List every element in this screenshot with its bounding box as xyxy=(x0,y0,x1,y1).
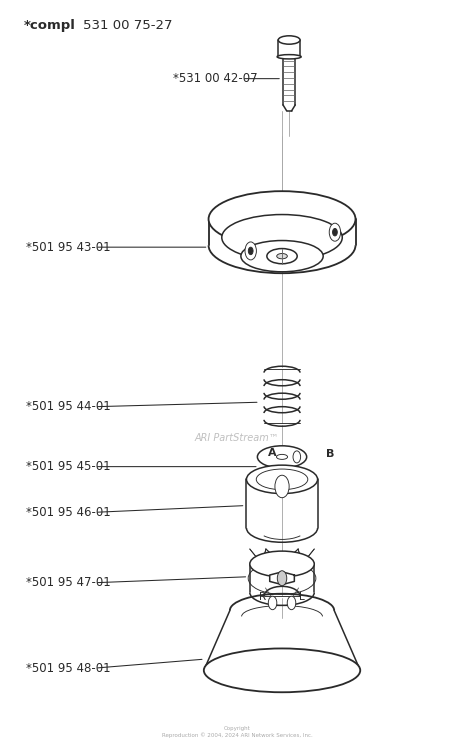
Ellipse shape xyxy=(256,469,308,490)
Text: ARI PartStream™: ARI PartStream™ xyxy=(195,433,279,443)
Ellipse shape xyxy=(257,446,307,468)
Text: B: B xyxy=(326,449,334,459)
Text: *compl: *compl xyxy=(24,19,75,31)
Circle shape xyxy=(275,475,289,497)
Text: *501 95 44-01: *501 95 44-01 xyxy=(26,400,111,413)
Ellipse shape xyxy=(250,551,314,577)
Ellipse shape xyxy=(246,465,318,494)
Ellipse shape xyxy=(278,36,300,44)
Text: L: L xyxy=(299,592,305,602)
Circle shape xyxy=(329,223,341,241)
Circle shape xyxy=(293,451,301,463)
Circle shape xyxy=(245,242,256,260)
Text: *501 95 48-01: *501 95 48-01 xyxy=(26,661,111,675)
Ellipse shape xyxy=(277,253,287,259)
Text: A: A xyxy=(268,448,276,458)
Text: R: R xyxy=(258,592,266,602)
Ellipse shape xyxy=(204,649,360,692)
Circle shape xyxy=(268,596,277,610)
Text: *531 00 42-07: *531 00 42-07 xyxy=(173,72,258,85)
Text: *501 95 45-01: *501 95 45-01 xyxy=(26,460,111,473)
Text: *501 95 47-01: *501 95 47-01 xyxy=(26,576,111,589)
Circle shape xyxy=(333,228,337,236)
Ellipse shape xyxy=(241,240,323,272)
Circle shape xyxy=(248,247,253,255)
Text: Copyright
Reproduction © 2004, 2024 ARI Network Services, Inc.: Copyright Reproduction © 2004, 2024 ARI … xyxy=(162,727,312,738)
Ellipse shape xyxy=(277,55,301,59)
Text: 531 00 75-27: 531 00 75-27 xyxy=(83,19,173,31)
Ellipse shape xyxy=(222,214,342,261)
Circle shape xyxy=(277,571,287,586)
Polygon shape xyxy=(270,571,294,585)
Text: *501 95 46-01: *501 95 46-01 xyxy=(26,506,111,519)
Ellipse shape xyxy=(276,455,288,459)
Ellipse shape xyxy=(209,191,356,247)
Circle shape xyxy=(287,596,296,610)
Ellipse shape xyxy=(267,249,297,264)
Text: *501 95 43-01: *501 95 43-01 xyxy=(26,240,111,254)
